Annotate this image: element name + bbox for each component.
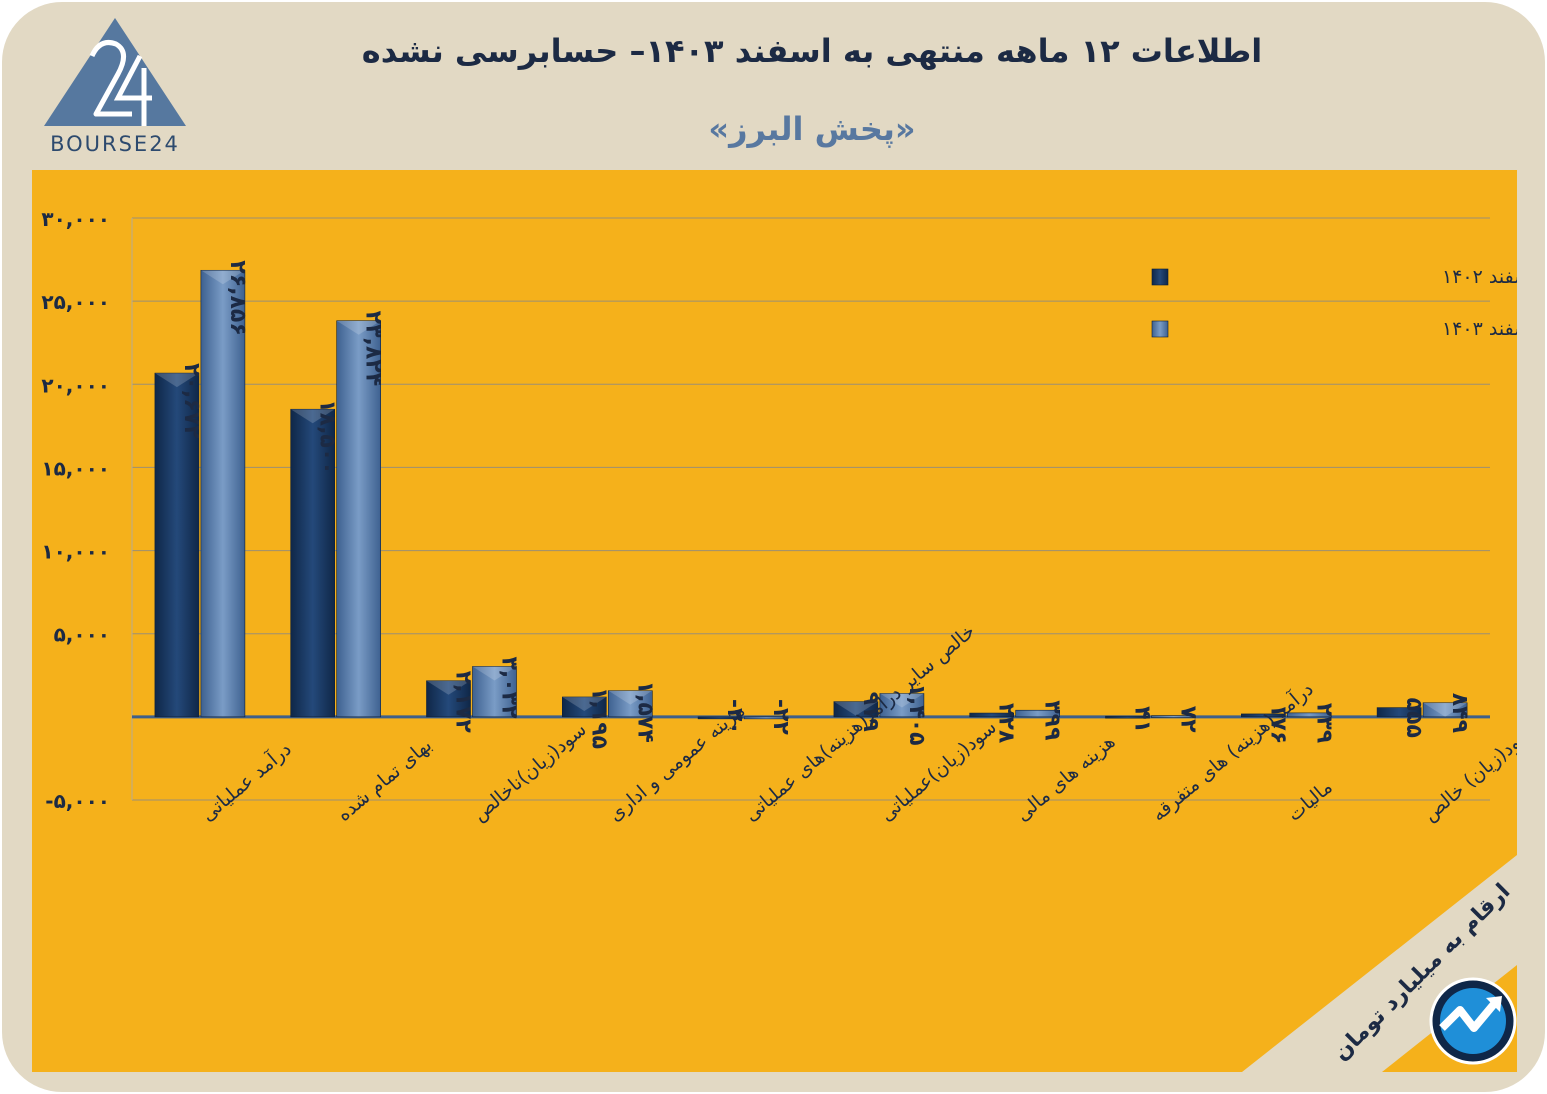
bar-value-label: ۳,۰۳۲ [497, 656, 522, 719]
legend-swatch-1403 [1151, 320, 1169, 338]
bar-bevel [154, 373, 199, 388]
legend-swatch-1402 [1151, 268, 1169, 286]
bar-value-label: ۲۶,۸۵۶ [225, 260, 250, 336]
legend-label: عملکرد منتهی به اسفند ۱۴۰۲ [1442, 266, 1517, 288]
logo-text: BOURSE24 [50, 132, 180, 156]
bar-value-label: ۱,۵۷۴ [632, 681, 657, 743]
bar-value-label: -۲۰ [722, 699, 747, 735]
bar-1403 [1015, 709, 1061, 718]
bar-1402 [561, 696, 607, 718]
page-subtitle: «پخش البرز» [708, 110, 916, 148]
y-tick-label: ۲۵,۰۰۰ [41, 290, 110, 314]
bar-value-label: -۲۲ [768, 699, 793, 736]
y-tick-label: -۵,۰۰۰ [45, 789, 110, 813]
bar-1403 [472, 666, 517, 718]
bar-1402 [969, 712, 1015, 718]
bar-bevel [562, 696, 607, 711]
bar-value-label: ۲۰,۶۷۲ [179, 363, 204, 439]
bar-value-label: ۲,۱۷۲ [451, 671, 476, 734]
y-tick-label: ۱۵,۰۰۰ [41, 456, 110, 480]
bar-1403 [607, 690, 653, 718]
bar-1402 [1105, 715, 1150, 719]
bar-bevel [426, 680, 471, 695]
bar-1403 [1422, 702, 1468, 718]
bar-value-label: ۳۹۹ [1040, 700, 1065, 740]
y-tick-label: ۲۰,۰۰۰ [41, 373, 110, 397]
y-tick-label: ۱۰,۰۰۰ [41, 540, 110, 564]
bar-value-label: ۱,۱۹۵ [586, 687, 611, 749]
bar-1402 [1376, 707, 1422, 718]
chart-panel: -۵,۰۰۰ ۵,۰۰۰ ۱۰,۰۰۰ ۱۵,۰۰۰ ۲۰,۰۰۰ ۲۵,۰۰۰ ۳۰,۰۰… [32, 170, 1517, 1072]
bar-1402 [426, 680, 471, 718]
bar-value-label: ۲۲۸ [994, 703, 1019, 744]
bar-bevel [879, 693, 924, 708]
y-tick-label: ۳۰,۰۰۰ [41, 207, 110, 231]
bar-value-label: ۴۱ [1130, 706, 1155, 733]
bar-1403 [879, 693, 925, 718]
bar-1403 [1287, 712, 1332, 718]
bar-bevel [608, 690, 653, 705]
bar-value-label: ۲۳,۸۲۴ [361, 311, 386, 387]
bar-value-label: ۵۵۵ [1401, 698, 1426, 738]
bar-bevel [1423, 702, 1468, 717]
bar-value-label: ۷۲ [1176, 706, 1201, 733]
corner-decoration [1242, 855, 1517, 1072]
bar-1402 [290, 408, 336, 718]
bar-bevel [290, 409, 335, 424]
trend-chart-icon [1429, 977, 1517, 1065]
bar-1403 [743, 716, 789, 720]
bar-1402 [697, 716, 743, 720]
bar-bevel [472, 666, 517, 681]
bourse24-logo-icon [44, 18, 186, 126]
bar-value-label: ۱۷۶ [1265, 704, 1290, 744]
bar-bevel [200, 270, 245, 285]
legend-label: عملکرد منتهی به اسفند ۱۴۰۳ [1442, 318, 1517, 340]
bar-bevel [833, 701, 878, 716]
bar-1402 [1241, 713, 1286, 718]
bar-chart: -۵,۰۰۰ ۵,۰۰۰ ۱۰,۰۰۰ ۱۵,۰۰۰ ۲۰,۰۰۰ ۲۵,۰۰۰ ۳۰,۰۰… [41, 207, 1517, 826]
bar-value-label: ۲۳۹ [1311, 703, 1336, 743]
bar-value-label: ۸۴۹ [1447, 693, 1472, 733]
bar-value-label: ۱۸,۵۰۰ [315, 399, 340, 475]
bar-1402 [154, 372, 200, 718]
bar-bevel [336, 320, 381, 335]
bar-value-label: ۹۱۹ [858, 692, 883, 732]
y-tick-label: ۵,۰۰۰ [54, 623, 110, 647]
bar-1403 [336, 320, 382, 718]
bar-1402 [833, 701, 879, 718]
bar-1403 [1151, 715, 1196, 718]
bar-1403 [200, 269, 246, 718]
page-title: اطلاعات ۱۲ ماهه منتهی به اسفند ۱۴۰۳– حسا… [361, 32, 1263, 70]
bar-value-label: ۱,۴۰۵ [904, 683, 929, 745]
